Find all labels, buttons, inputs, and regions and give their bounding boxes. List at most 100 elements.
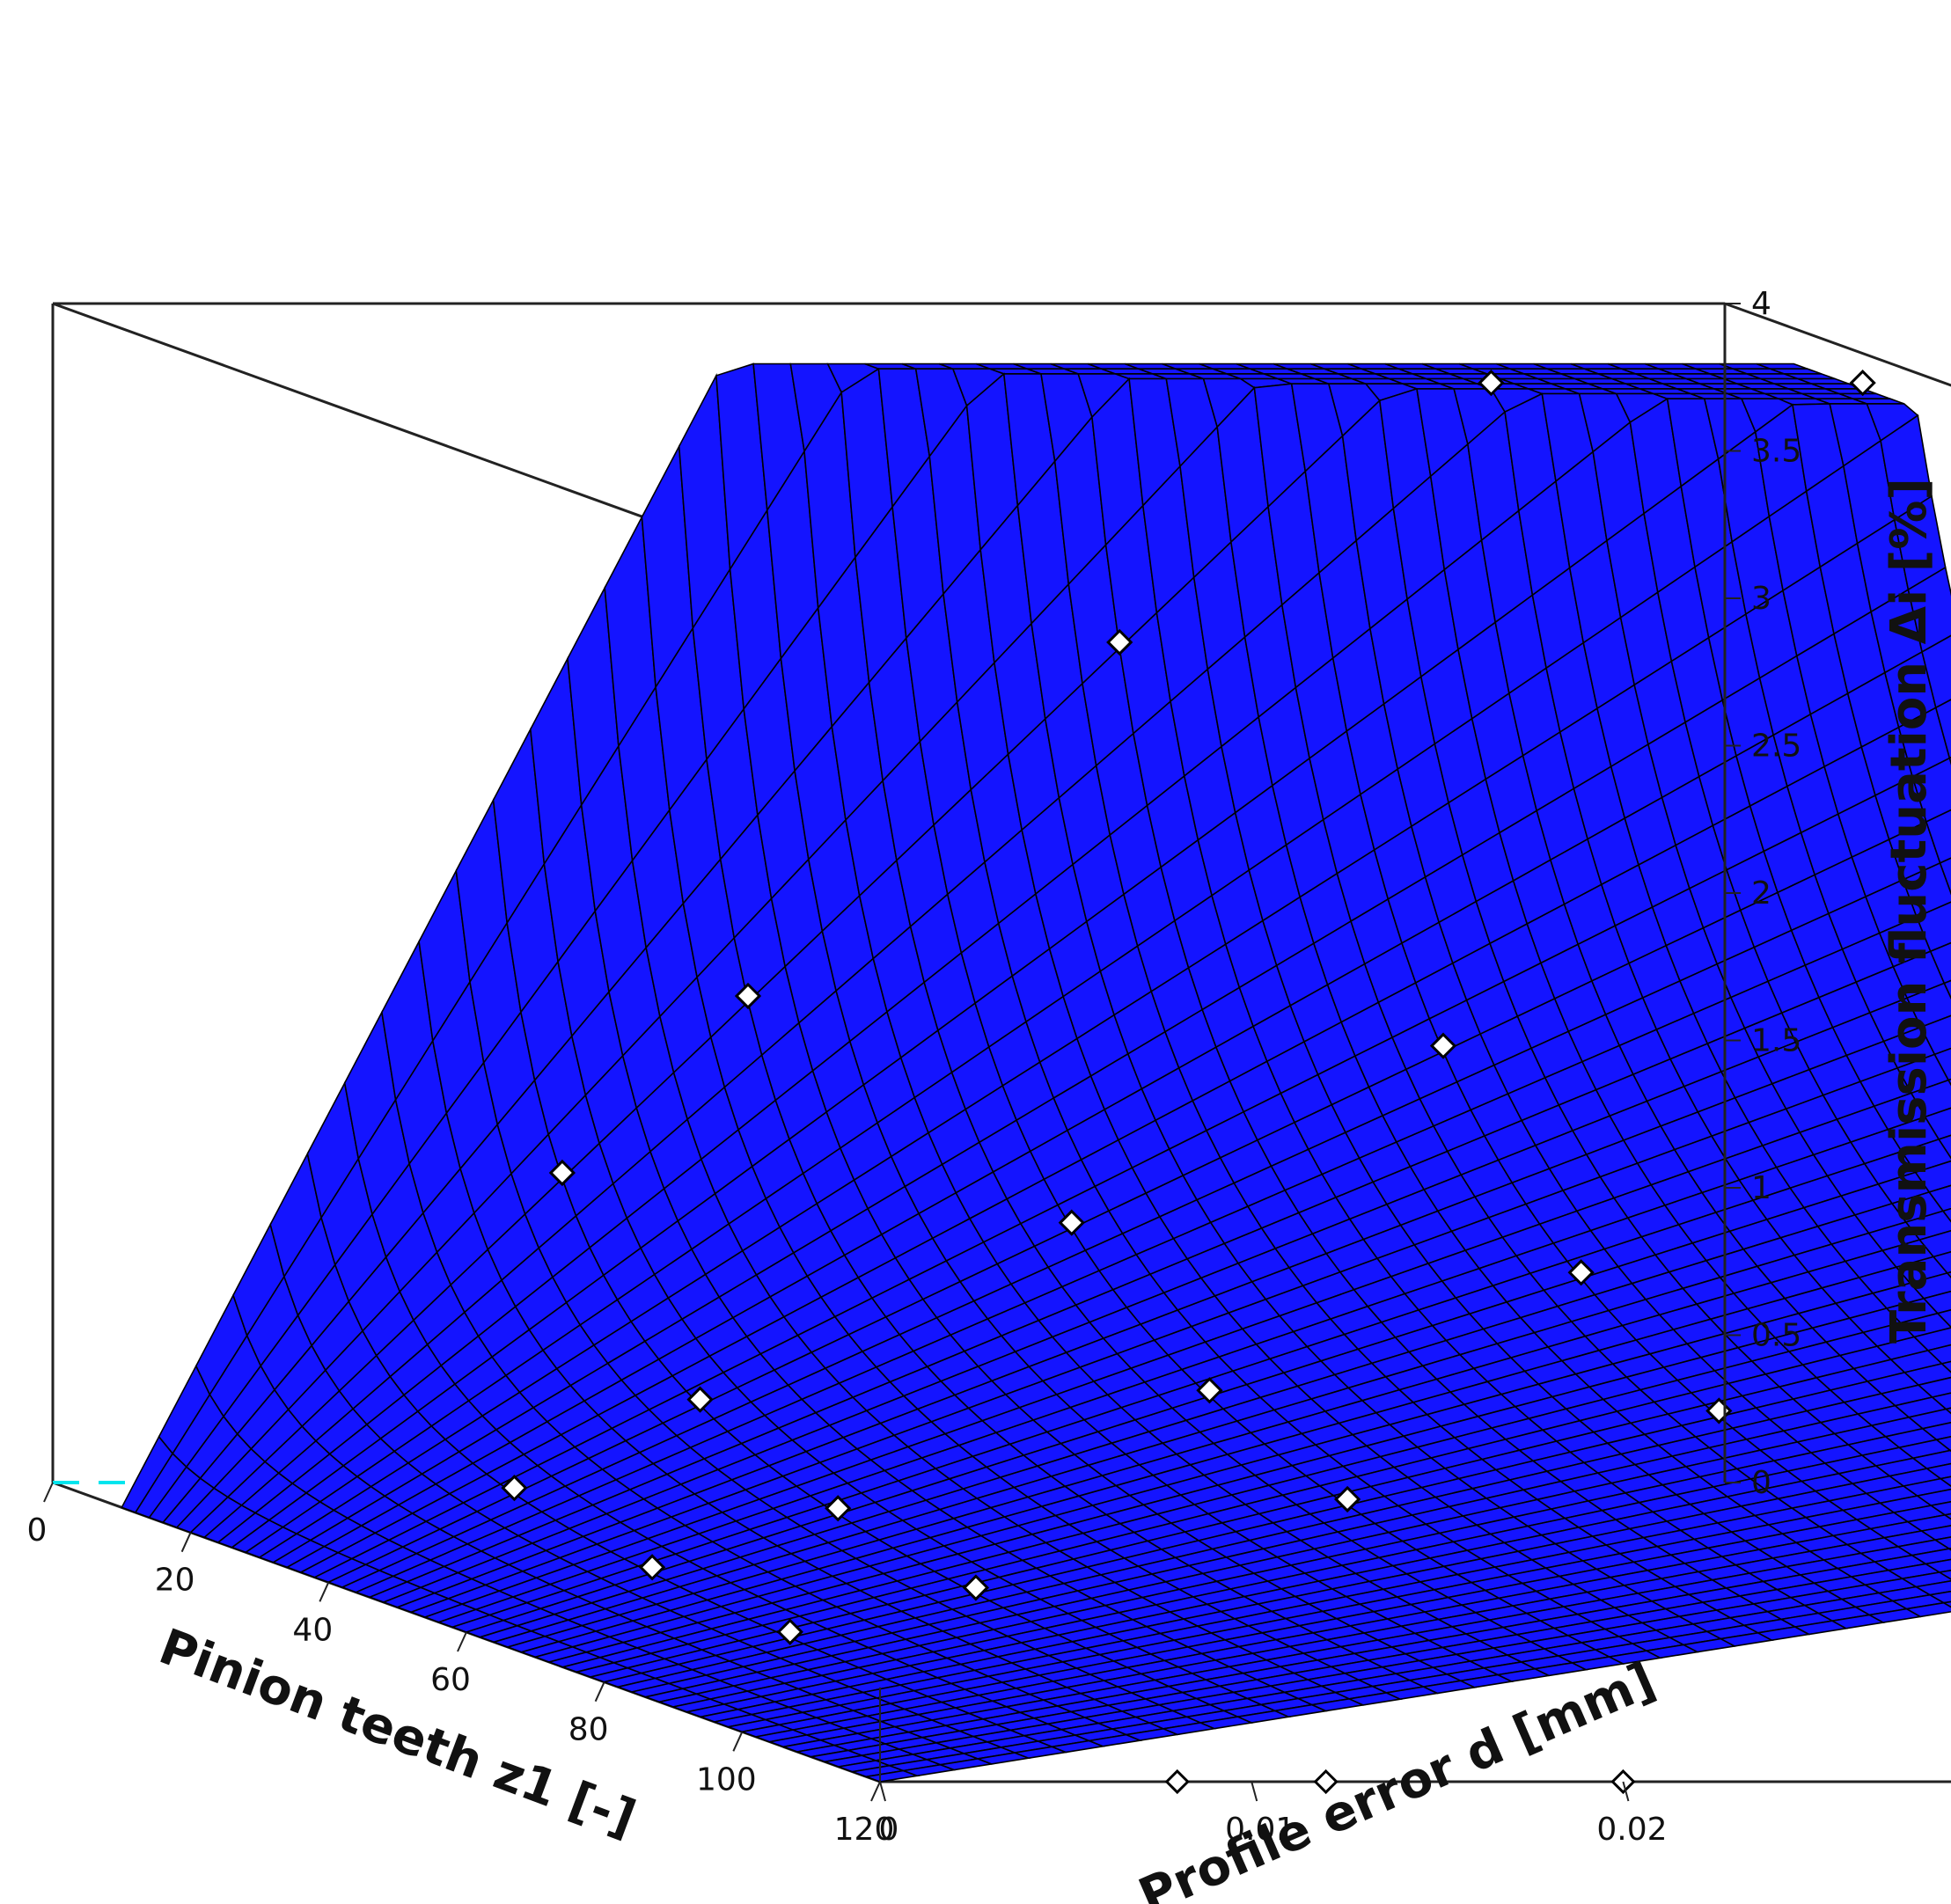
surface-cell bbox=[1914, 1160, 1951, 1193]
x-tick-mark bbox=[870, 1781, 881, 1802]
surface-cell bbox=[1933, 1536, 1951, 1550]
surface-cell bbox=[1900, 1138, 1951, 1174]
surface-cell bbox=[1922, 1290, 1951, 1314]
surface-cell bbox=[1941, 1600, 1951, 1608]
data-point-marker bbox=[1106, 628, 1133, 656]
data-point-marker bbox=[825, 1495, 852, 1522]
x-tick-mark bbox=[43, 1482, 54, 1503]
data-point-marker bbox=[1567, 1259, 1595, 1286]
z-tick-label: 1.5 bbox=[1751, 1023, 1801, 1059]
surface-plot bbox=[121, 362, 1951, 1783]
x-tick-label: 100 bbox=[696, 1761, 757, 1798]
x-tick-mark bbox=[319, 1581, 330, 1602]
surface-cell bbox=[1927, 1590, 1951, 1604]
y-tick-mark bbox=[1251, 1781, 1258, 1802]
y-tick-mark bbox=[1622, 1781, 1630, 1802]
surface-cell bbox=[1925, 809, 1951, 864]
surface-cell bbox=[1939, 1476, 1951, 1488]
z-tick-label: 4 bbox=[1751, 286, 1771, 322]
surface-cell bbox=[1902, 861, 1951, 919]
data-point-marker bbox=[776, 1618, 803, 1645]
surface-cell bbox=[1947, 1078, 1951, 1087]
data-point-marker bbox=[501, 1475, 528, 1502]
surface-cell bbox=[1924, 1107, 1951, 1140]
surface-cell bbox=[1914, 1580, 1951, 1596]
surface-cell bbox=[1919, 1014, 1951, 1056]
surface-cell bbox=[1921, 634, 1951, 709]
surface-cell bbox=[1932, 1250, 1951, 1274]
surface-cell bbox=[1910, 1079, 1951, 1118]
surface-cell bbox=[1929, 1500, 1951, 1516]
surface-cell bbox=[1944, 1407, 1951, 1415]
floor-point-marker bbox=[1313, 1769, 1339, 1795]
surface-cell bbox=[1900, 1571, 1951, 1588]
surface-cell bbox=[1912, 1327, 1951, 1351]
data-point-marker bbox=[1333, 1485, 1361, 1513]
x-tick-label: 120 bbox=[834, 1812, 895, 1848]
surface-cell bbox=[1946, 1271, 1951, 1278]
y-axis-ticks: 00.010.020.030.04 bbox=[879, 1781, 1668, 1848]
z-tick-label: 2.5 bbox=[1751, 729, 1801, 765]
surface-cell bbox=[1921, 1421, 1951, 1441]
x-tick-label: 40 bbox=[292, 1612, 333, 1648]
measurement-markers bbox=[501, 370, 1876, 1795]
surface-cell bbox=[1904, 1210, 1951, 1241]
data-point-marker bbox=[1196, 1377, 1223, 1404]
z-tick-label: 1 bbox=[1751, 1170, 1771, 1206]
surface-cell bbox=[1907, 1408, 1951, 1430]
data-point-marker bbox=[1429, 1032, 1457, 1059]
floor-point-marker bbox=[1164, 1769, 1190, 1795]
x-tick-label: 0 bbox=[27, 1512, 48, 1549]
surface-cell bbox=[1931, 1392, 1951, 1410]
surface-cell bbox=[1918, 1229, 1951, 1258]
y-tick-label: 0.01 bbox=[1225, 1812, 1295, 1848]
surface-cell bbox=[1936, 1308, 1951, 1329]
surface-cell bbox=[1940, 1360, 1951, 1373]
surface-cell bbox=[1917, 1376, 1951, 1398]
x-tick-mark bbox=[732, 1731, 744, 1752]
surface-cell bbox=[1911, 757, 1951, 824]
surface-cell bbox=[1947, 1548, 1951, 1551]
z-tick-label: 3.5 bbox=[1751, 434, 1801, 470]
surface-cell bbox=[1934, 1435, 1951, 1452]
data-point-marker bbox=[1849, 370, 1876, 397]
surface-cell bbox=[1915, 1488, 1951, 1506]
surface-cell bbox=[1915, 901, 1951, 953]
surface-cell bbox=[1910, 1548, 1951, 1565]
surface-cell bbox=[1941, 1207, 1951, 1223]
z-axis-ticks: 0 0.5 1 1.5 2 2.5 3 3.5 4 bbox=[1723, 286, 1801, 1501]
data-point-marker bbox=[1478, 370, 1505, 397]
y-tick-label: 0.02 bbox=[1596, 1812, 1667, 1848]
z-tick-label: 0.5 bbox=[1751, 1318, 1801, 1354]
x-tick-mark bbox=[457, 1631, 467, 1652]
surface-cell bbox=[1937, 1134, 1951, 1160]
surface-cell bbox=[1939, 857, 1951, 896]
surface-cell bbox=[1934, 699, 1951, 759]
data-point-marker bbox=[734, 982, 762, 1010]
surface-cell bbox=[1927, 1184, 1951, 1212]
z-tick-label: 2 bbox=[1751, 875, 1771, 912]
data-point-marker bbox=[686, 1386, 714, 1413]
box-edge-top-right bbox=[1724, 302, 1951, 387]
data-point-marker bbox=[638, 1554, 666, 1581]
x-tick-label: 20 bbox=[155, 1563, 195, 1599]
y-tick-mark bbox=[879, 1781, 886, 1802]
surface-cell bbox=[1919, 1525, 1951, 1542]
data-point-marker bbox=[548, 1159, 576, 1187]
surface-cell bbox=[1899, 1312, 1951, 1338]
surface-cell bbox=[1929, 941, 1951, 985]
data-point-marker bbox=[962, 1574, 990, 1601]
x-tick-label: 60 bbox=[430, 1662, 471, 1698]
x-axis-ticks: 0 20 40 60 80 100 120 bbox=[27, 1482, 895, 1848]
surface-cell bbox=[1933, 1047, 1951, 1081]
surface-cell bbox=[1943, 979, 1951, 1000]
surface-cell bbox=[1904, 1601, 1951, 1618]
surface-cell bbox=[1926, 1344, 1951, 1365]
z-axis-label: Transmission fluctuation Δi [%] bbox=[1881, 478, 1938, 1344]
z-tick-label: 0 bbox=[1751, 1465, 1771, 1501]
x-tick-mark bbox=[180, 1532, 192, 1553]
surface-cell bbox=[1911, 1449, 1951, 1469]
x-tick-label: 80 bbox=[568, 1712, 609, 1748]
x-tick-mark bbox=[594, 1681, 605, 1703]
